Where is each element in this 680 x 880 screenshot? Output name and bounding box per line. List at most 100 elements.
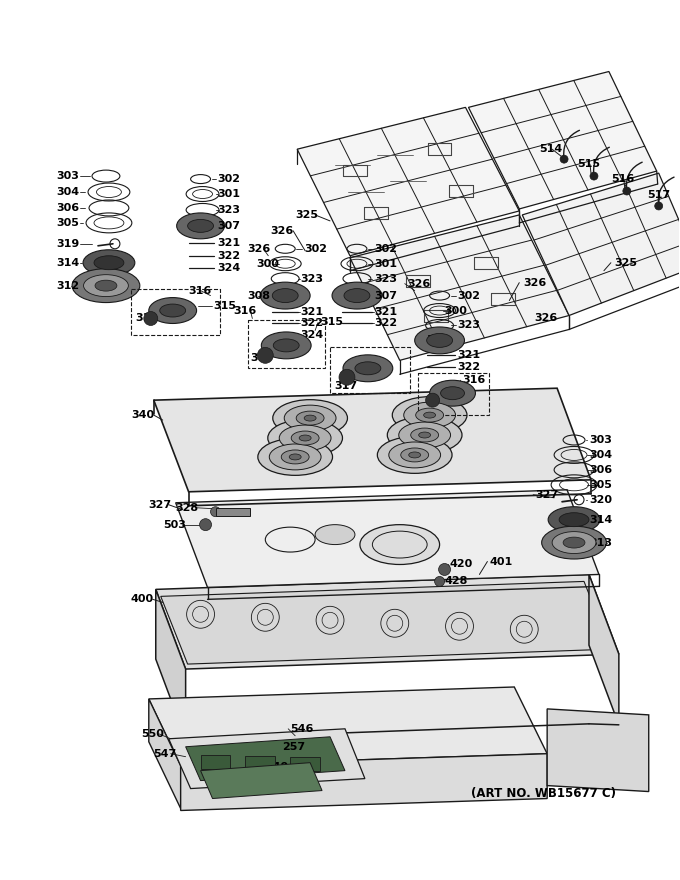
Ellipse shape <box>415 327 464 354</box>
Text: 400: 400 <box>131 594 154 605</box>
Ellipse shape <box>72 268 140 303</box>
Text: 300: 300 <box>256 259 279 268</box>
Text: 515: 515 <box>577 159 600 169</box>
Text: 312: 312 <box>56 281 80 290</box>
Text: 316: 316 <box>188 286 212 296</box>
Ellipse shape <box>284 405 336 431</box>
Ellipse shape <box>268 420 343 457</box>
Ellipse shape <box>409 452 421 458</box>
Text: 304: 304 <box>56 187 80 197</box>
Ellipse shape <box>304 415 316 421</box>
Text: 503: 503 <box>163 520 186 530</box>
Text: 326: 326 <box>408 279 431 289</box>
Text: 316: 316 <box>462 375 486 385</box>
Text: 305: 305 <box>56 218 79 228</box>
Circle shape <box>655 202 663 210</box>
Text: 323: 323 <box>300 274 323 283</box>
Polygon shape <box>547 709 649 791</box>
Text: 549: 549 <box>265 762 289 772</box>
Ellipse shape <box>84 275 129 297</box>
Ellipse shape <box>559 513 589 526</box>
Text: 550: 550 <box>141 729 164 739</box>
Ellipse shape <box>355 362 381 375</box>
Text: 326: 326 <box>523 278 547 288</box>
Circle shape <box>257 348 273 363</box>
Ellipse shape <box>332 282 382 309</box>
Polygon shape <box>297 107 520 256</box>
Text: 321: 321 <box>218 238 241 248</box>
Circle shape <box>199 518 211 531</box>
Polygon shape <box>175 490 599 587</box>
Text: 257: 257 <box>282 742 305 752</box>
Ellipse shape <box>344 289 370 303</box>
Polygon shape <box>181 753 547 810</box>
Ellipse shape <box>411 428 439 442</box>
Ellipse shape <box>315 524 355 545</box>
Text: 303: 303 <box>56 171 79 181</box>
Text: 340: 340 <box>131 410 154 420</box>
Circle shape <box>339 370 355 385</box>
Ellipse shape <box>258 438 333 475</box>
Text: 302: 302 <box>304 244 327 253</box>
Text: 321: 321 <box>300 306 323 317</box>
Text: 306: 306 <box>56 203 80 213</box>
Ellipse shape <box>94 256 124 269</box>
Ellipse shape <box>426 334 452 348</box>
Ellipse shape <box>260 282 310 309</box>
Ellipse shape <box>289 454 301 460</box>
Circle shape <box>143 312 158 326</box>
Ellipse shape <box>404 402 456 428</box>
Ellipse shape <box>360 524 439 564</box>
Ellipse shape <box>552 532 596 554</box>
Ellipse shape <box>542 526 607 559</box>
Polygon shape <box>169 729 365 788</box>
Text: 327: 327 <box>149 500 172 510</box>
Ellipse shape <box>388 416 462 453</box>
Text: 328: 328 <box>175 502 199 513</box>
Ellipse shape <box>282 450 309 464</box>
Text: 420: 420 <box>449 560 473 569</box>
Bar <box>245 756 275 770</box>
Text: 300: 300 <box>445 305 467 316</box>
Circle shape <box>623 187 631 195</box>
Ellipse shape <box>398 422 451 448</box>
Ellipse shape <box>279 425 331 451</box>
Text: 326: 326 <box>534 312 558 322</box>
Ellipse shape <box>149 297 197 324</box>
Text: (ART NO. WB15677 C): (ART NO. WB15677 C) <box>471 787 617 800</box>
Text: 325: 325 <box>614 258 637 268</box>
Text: 326: 326 <box>270 226 294 236</box>
Text: 308: 308 <box>248 290 271 301</box>
Bar <box>290 757 320 771</box>
Text: 302: 302 <box>458 290 481 301</box>
Circle shape <box>560 155 568 163</box>
Text: 307: 307 <box>218 221 241 231</box>
Ellipse shape <box>343 355 393 382</box>
Text: 307: 307 <box>374 290 397 301</box>
Text: 325: 325 <box>295 210 318 220</box>
Circle shape <box>590 172 598 180</box>
Text: 317: 317 <box>250 354 273 363</box>
Bar <box>201 755 231 768</box>
Text: 326: 326 <box>248 244 271 253</box>
Text: 517: 517 <box>647 190 670 200</box>
Text: 322: 322 <box>458 363 481 372</box>
Ellipse shape <box>415 408 443 422</box>
Ellipse shape <box>269 444 321 470</box>
Text: 314: 314 <box>56 258 80 268</box>
Text: 308: 308 <box>426 335 449 346</box>
Text: 323: 323 <box>374 274 397 283</box>
Polygon shape <box>160 582 611 664</box>
Polygon shape <box>522 173 680 316</box>
Text: 306: 306 <box>589 465 612 475</box>
Text: 313: 313 <box>589 538 612 547</box>
Polygon shape <box>156 575 619 669</box>
Text: 322: 322 <box>218 251 241 260</box>
Text: 323: 323 <box>458 320 481 331</box>
Text: 321: 321 <box>374 306 397 317</box>
Polygon shape <box>156 590 186 739</box>
Ellipse shape <box>272 289 298 303</box>
Ellipse shape <box>83 250 135 275</box>
Text: 320: 320 <box>589 495 612 505</box>
Ellipse shape <box>563 537 585 548</box>
